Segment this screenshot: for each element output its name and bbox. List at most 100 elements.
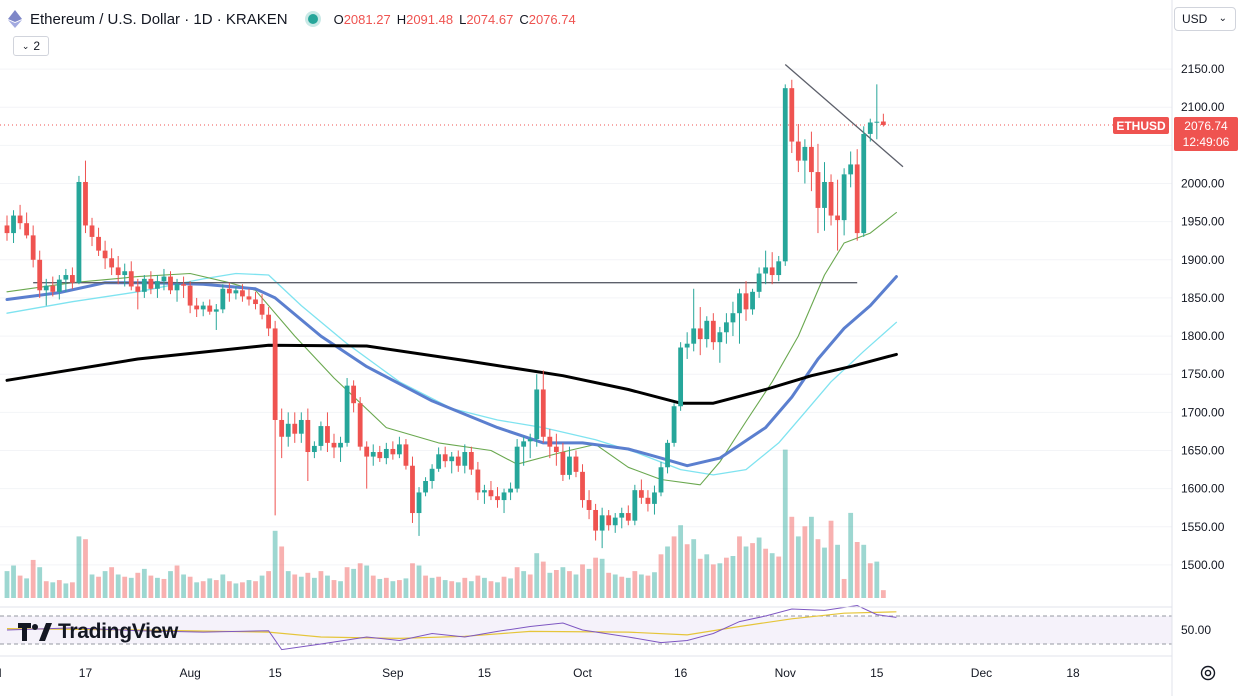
volume-bar [357,563,363,598]
currency-selector[interactable]: USD ⌄ [1174,7,1236,31]
rsi-pane [0,604,1172,651]
y-tick-label: 1600.00 [1181,482,1225,496]
candle-body [200,305,206,310]
volume-bar [109,567,115,598]
volume-bar [756,537,762,598]
candle-body [730,313,736,323]
volume-bar [697,558,703,598]
volume-bar [370,575,376,598]
candle-body [652,492,657,504]
candle-body [253,299,258,305]
rsi-tick-label: 50.00 [1181,623,1211,637]
ohlc-open-value: 2081.27 [343,11,391,27]
y-tick-label: 1850.00 [1181,291,1225,305]
candle-body [383,448,389,459]
y-tick-label: 1550.00 [1181,520,1225,534]
volume-bar [43,581,49,598]
volume-bar [632,571,638,598]
tradingview-logo[interactable]: TradingView [18,620,178,644]
symbol-badge [1113,116,1169,134]
volume-bar [233,583,239,598]
volume-bar [710,564,716,598]
candle-body [279,419,285,437]
volume-bar [782,449,788,598]
candle-body [553,446,559,453]
candle-body [789,88,795,142]
volume-bar [822,547,827,598]
volume-bar [17,575,23,598]
volume-bar [298,576,304,598]
volume-bar [56,580,62,598]
candle-body [750,291,755,310]
candle-body [305,419,311,453]
volume-bar [691,539,697,598]
volume-bar [141,568,147,598]
ohlc-open-label: O [333,11,344,27]
volume-bar [573,574,579,598]
volume-bar [76,536,82,598]
volume-bar [128,577,134,598]
volume-bar [482,577,487,598]
volume-bar [854,542,860,598]
candle-body [599,515,605,531]
y-tick-label: 1800.00 [1181,329,1225,343]
volume-bar [181,574,186,598]
volume-bar [717,563,723,598]
volume-bar [213,580,219,598]
volume-bar [835,544,840,598]
volume-bar [553,570,559,598]
candle-body [63,275,69,280]
volume-bar [30,559,36,598]
volume-bar [96,576,101,598]
candle-body [540,389,546,437]
candle-body [17,215,23,224]
volume-bar [292,574,298,598]
indicator-count: 2 [33,39,41,53]
volume-bar [743,546,749,598]
gear-icon[interactable] [1199,664,1217,682]
x-tick-label: Oct [573,666,592,680]
candle-body [488,490,494,497]
candle-body [442,454,448,462]
volume-bar [436,576,442,598]
candle-body [30,235,36,260]
volume-bar [83,539,88,598]
symbol-header[interactable]: Ethereum / U.S. Dollar · 1D · KRAKEN O 20… [8,8,580,30]
candle-body [194,305,200,310]
volume-bar [442,580,448,598]
candle-body [403,444,409,466]
last-price-text: 2076.74 [1184,119,1228,133]
candle-body [724,322,729,333]
x-tick-label: Jul [0,666,2,680]
candle-body [527,439,533,442]
candle-body [240,290,245,297]
candle-body [109,258,115,268]
candle-body [665,442,670,468]
volume-bar [593,557,598,598]
volume-bar [737,536,742,598]
volume-bar [455,582,461,598]
candle-body [776,261,782,276]
volume-bar [567,571,572,598]
x-tick-label: Nov [775,666,796,680]
rsi-ma-line [6,611,897,640]
volume-bar [874,561,880,598]
volume-bar [580,564,585,598]
candle-body [148,278,154,289]
volume-bar [678,525,684,598]
volume-bar [89,574,95,598]
volume-bar [240,582,245,598]
candle-body [207,305,213,312]
candle-body [547,436,553,447]
volume-bar [684,544,690,598]
candle-body [848,164,854,175]
volume-bar [540,561,546,598]
volume-bar [390,581,396,598]
candle-body [809,146,814,173]
volume-bar [508,578,513,598]
x-tick-label: Aug [179,666,200,680]
candle-body [632,490,638,521]
indicators-toggle-button[interactable]: ⌄ 2 [13,36,49,56]
candle-body [567,456,572,475]
